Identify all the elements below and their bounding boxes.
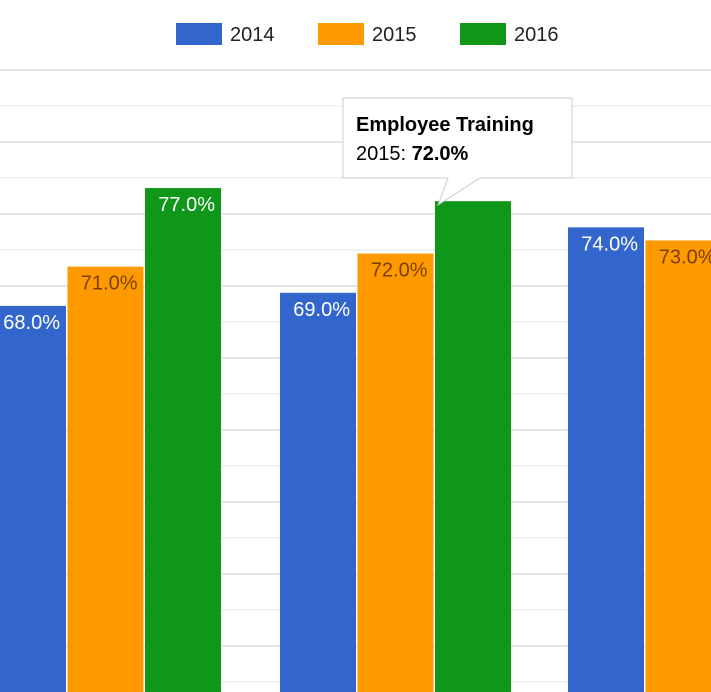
data-label-2014-1: 68.0% [3,312,60,334]
bar-2016-2[interactable] [435,201,511,692]
legend-swatch-2016[interactable] [460,23,506,45]
legend-swatch-2015[interactable] [318,23,364,45]
tooltip: Employee Training 2015: 72.0% [342,97,573,207]
bar-2014-1[interactable] [0,305,66,692]
data-label-2014-2: 69.0% [293,299,350,321]
tooltip-series-label: 2015: [356,143,412,165]
bar-2014-3[interactable] [568,227,644,692]
data-label-2015-2: 72.0% [371,260,428,282]
bar-2014-2[interactable] [280,292,356,692]
tooltip-box [342,97,573,207]
tooltip-value: 72.0% [412,143,469,165]
data-labels: 68.0% 69.0% 74.0% 71.0% 72.0% 73.0% 77.0% [3,194,711,334]
legend-label-2016[interactable]: 2016 [514,24,559,46]
data-label-2015-1: 71.0% [81,273,138,295]
data-label-2016-1: 77.0% [158,194,215,216]
bar-2015-1[interactable] [67,266,144,692]
data-label-2014-3: 74.0% [581,233,638,255]
bar-series [0,188,711,692]
legend: 2014 2015 2016 [176,23,559,46]
legend-label-2015[interactable]: 2015 [372,24,417,46]
data-label-2015-3: 73.0% [659,246,711,268]
legend-label-2014[interactable]: 2014 [230,24,275,46]
tooltip-title: Employee Training [356,114,534,136]
bar-2016-1[interactable] [145,188,221,692]
bar-2015-2[interactable] [357,253,434,692]
tooltip-series-line: 2015: 72.0% [356,143,469,165]
legend-swatch-2014[interactable] [176,23,222,45]
bar-2015-3[interactable] [645,240,711,692]
